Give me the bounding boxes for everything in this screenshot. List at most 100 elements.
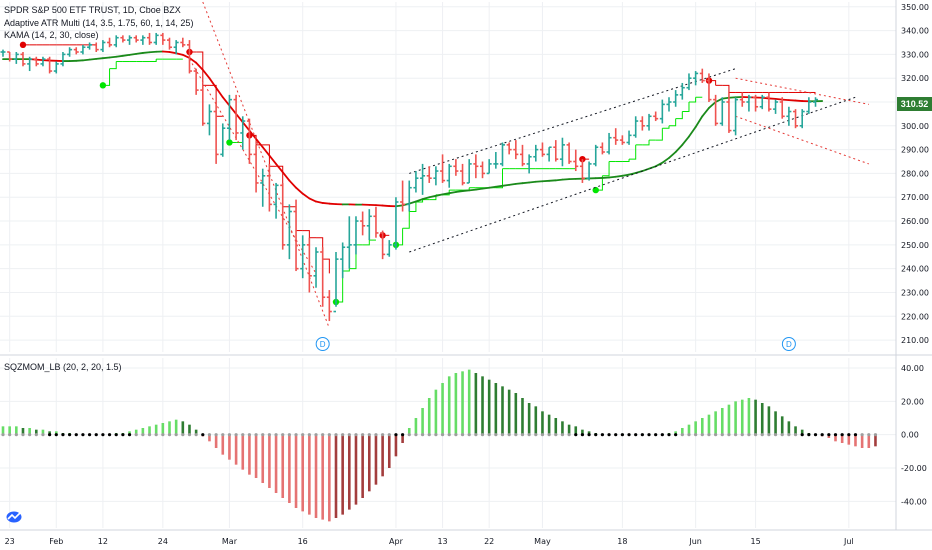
price-bar	[27, 56, 33, 72]
x-axis-label: Apr	[389, 537, 404, 546]
price-bar	[160, 32, 166, 45]
price-axis-label: 260.00	[901, 217, 929, 226]
momentum-axis-label: -20.00	[901, 464, 927, 473]
x-axis-label: 18	[617, 537, 627, 546]
kama-line	[275, 163, 284, 174]
kama-line	[295, 186, 304, 195]
trend-flip-dot	[99, 82, 107, 89]
price-bar	[626, 130, 632, 145]
squeeze-dot	[813, 433, 818, 437]
squeeze-dot	[514, 433, 518, 437]
adaptive-atr-stop-line	[662, 125, 670, 129]
kama-line	[774, 98, 784, 101]
price-axis-label: 330.00	[901, 50, 929, 59]
kama-line	[474, 187, 484, 191]
price-bar	[93, 42, 99, 52]
squeeze-dot	[567, 433, 571, 437]
price-bar	[273, 182, 279, 219]
adaptive-atr-stop-line	[322, 258, 330, 274]
price-bar	[47, 56, 53, 74]
kama-line	[708, 101, 717, 109]
squeeze-dot	[101, 433, 105, 437]
price-bar	[120, 35, 126, 43]
kama-line	[661, 157, 670, 164]
price-bar	[713, 94, 719, 126]
squeeze-dot	[1, 433, 5, 437]
momentum-pane[interactable]	[1, 369, 878, 522]
price-bar	[373, 206, 379, 238]
price-bar	[40, 56, 46, 67]
price-bar	[666, 97, 672, 112]
squeeze-dot	[341, 433, 345, 437]
indicator-adaptive-atr[interactable]: Adaptive ATR Multi (14, 3.5, 1.75, 60, 1…	[4, 18, 194, 28]
price-axis-label: 270.00	[901, 193, 929, 202]
last-price-label: 310.52	[897, 97, 932, 111]
squeeze-dot	[860, 433, 864, 437]
kama-line	[228, 104, 238, 115]
squeeze-dot	[607, 433, 611, 437]
price-bar	[0, 49, 6, 57]
price-bar	[280, 182, 286, 250]
squeeze-dot	[14, 433, 18, 437]
kama-line	[168, 51, 178, 55]
adaptive-atr-stop-line	[682, 102, 690, 113]
x-axis-label: Mar	[222, 537, 238, 546]
price-bar	[719, 97, 725, 126]
price-bar	[593, 144, 599, 167]
tradingview-logo-icon[interactable]	[6, 509, 22, 523]
squeeze-dot	[534, 433, 538, 437]
indicator-kama[interactable]: KAMA (14, 2, 30, close)	[4, 30, 99, 40]
momentum-axis-label: 0.00	[901, 431, 919, 440]
price-bar	[87, 42, 93, 50]
squeeze-dot	[207, 433, 212, 437]
adaptive-atr-stop-line	[342, 268, 350, 272]
price-bar	[559, 137, 565, 167]
adaptive-atr-stop-line	[622, 159, 630, 163]
squeeze-dot	[587, 433, 591, 437]
indicator-sqzmom[interactable]: SQZMOM_LB (20, 2, 20, 1.5)	[4, 362, 122, 372]
price-bar	[506, 142, 512, 155]
price-bar	[546, 146, 552, 162]
price-axis-label: 320.00	[901, 74, 929, 83]
price-bar	[413, 171, 419, 193]
kama-line	[448, 191, 457, 195]
price-bar	[519, 144, 525, 167]
squeeze-dot	[194, 433, 198, 437]
squeeze-dot	[867, 433, 871, 437]
squeeze-dot	[367, 433, 371, 437]
squeeze-dot	[527, 433, 531, 437]
down-channel-upper	[202, 1, 330, 329]
squeeze-dot	[121, 433, 125, 437]
squeeze-dot	[787, 433, 791, 437]
squeeze-dot	[321, 433, 325, 437]
kama-line	[281, 171, 291, 182]
kama-line	[215, 86, 224, 99]
squeeze-dot	[247, 433, 252, 437]
adaptive-atr-stop-line	[262, 144, 270, 167]
price-bar	[579, 159, 585, 183]
kama-line	[235, 113, 244, 124]
squeeze-dot	[214, 433, 218, 437]
kama-line	[321, 202, 331, 205]
price-bar	[573, 149, 579, 172]
squeeze-dot	[401, 433, 405, 437]
squeeze-dot	[327, 433, 331, 437]
squeeze-dot	[427, 433, 431, 437]
squeeze-dot	[773, 433, 778, 437]
kama-line	[621, 173, 630, 177]
price-bar	[426, 166, 432, 183]
price-axis-label: 350.00	[901, 3, 929, 12]
kama-line	[488, 185, 497, 189]
squeeze-dot	[274, 433, 278, 437]
price-bar	[406, 180, 412, 212]
adaptive-atr-stop-line	[302, 230, 310, 238]
price-bar	[73, 47, 79, 55]
kama-line	[108, 55, 118, 59]
kama-line	[288, 179, 297, 189]
price-bar	[100, 40, 106, 52]
squeeze-dot	[294, 433, 298, 437]
squeeze-dot	[174, 433, 178, 437]
squeeze-dot	[680, 433, 684, 437]
